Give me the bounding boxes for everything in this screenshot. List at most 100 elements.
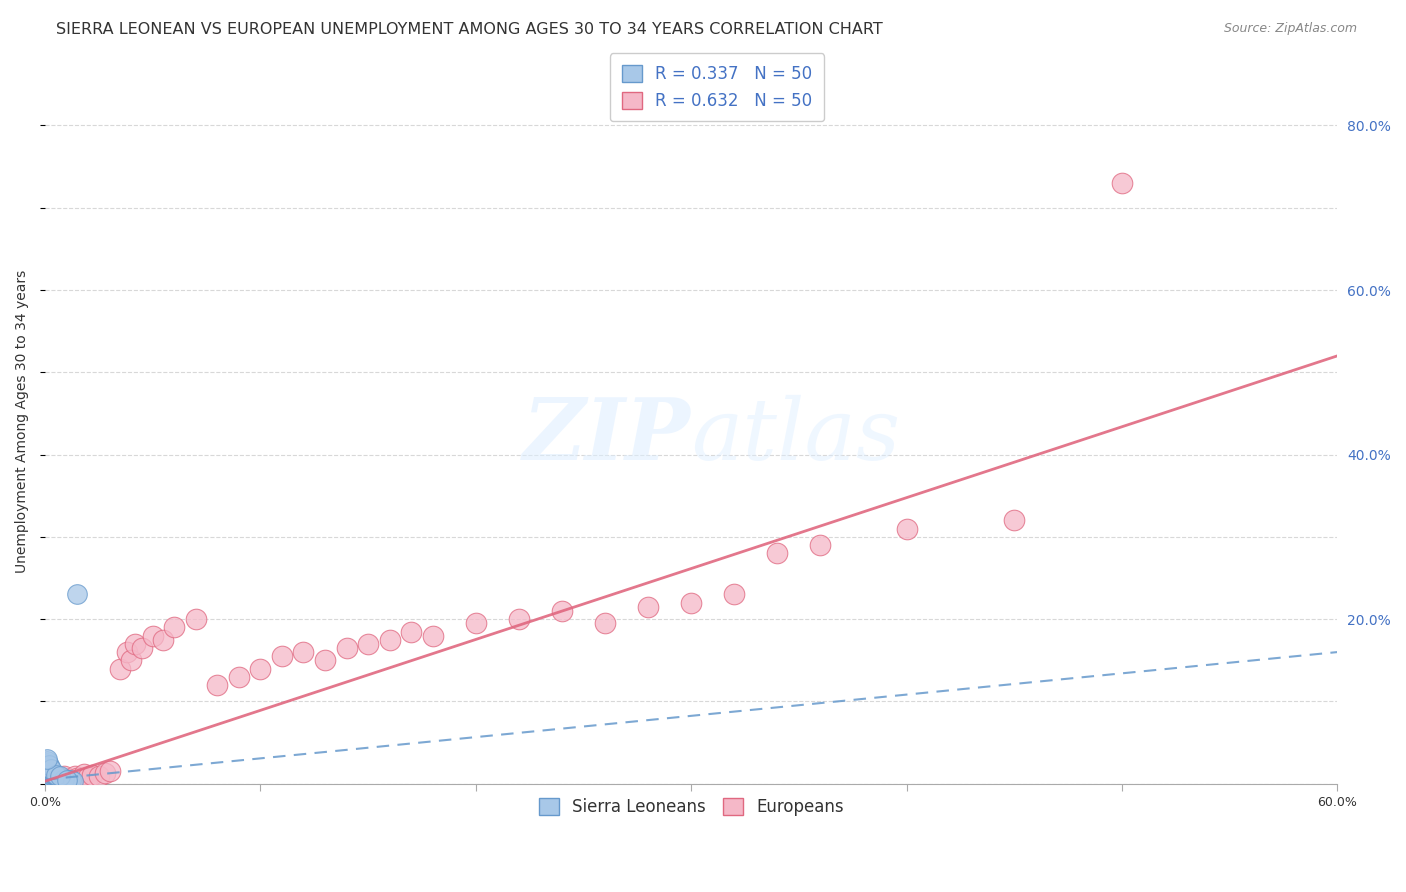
- Point: [115, 645, 138, 659]
- Point: [37, 764, 59, 779]
- Text: Source: ZipAtlas.com: Source: ZipAtlas.com: [1223, 22, 1357, 36]
- Point: [637, 599, 659, 614]
- Point: [37, 760, 59, 774]
- Point: [131, 640, 153, 655]
- Point: [37, 762, 59, 776]
- Point: [38, 773, 60, 788]
- Point: [49, 769, 72, 783]
- Text: atlas: atlas: [692, 395, 900, 477]
- Point: [42, 767, 65, 781]
- Point: [120, 653, 142, 667]
- Point: [94, 766, 117, 780]
- Point: [42, 766, 65, 780]
- Point: [41, 774, 63, 789]
- Point: [51, 771, 73, 785]
- Point: [271, 649, 294, 664]
- Point: [723, 587, 745, 601]
- Point: [37, 752, 59, 766]
- Point: [399, 624, 422, 639]
- Point: [41, 765, 63, 780]
- Point: [228, 670, 250, 684]
- Point: [41, 769, 63, 783]
- Point: [53, 769, 76, 783]
- Point: [51, 772, 73, 787]
- Point: [37, 758, 59, 772]
- Point: [314, 653, 336, 667]
- Point: [98, 764, 121, 779]
- Point: [46, 770, 69, 784]
- Point: [766, 546, 789, 560]
- Point: [46, 773, 69, 788]
- Point: [896, 522, 918, 536]
- Point: [66, 587, 89, 601]
- Text: SIERRA LEONEAN VS EUROPEAN UNEMPLOYMENT AMONG AGES 30 TO 34 YEARS CORRELATION CH: SIERRA LEONEAN VS EUROPEAN UNEMPLOYMENT …: [56, 22, 883, 37]
- Point: [41, 767, 63, 781]
- Point: [41, 774, 63, 789]
- Point: [810, 538, 832, 552]
- Point: [49, 772, 72, 787]
- Point: [249, 661, 271, 675]
- Point: [66, 771, 89, 785]
- Point: [38, 764, 60, 778]
- Point: [46, 772, 69, 786]
- Point: [38, 766, 60, 780]
- Point: [41, 762, 63, 776]
- Point: [45, 772, 67, 787]
- Point: [357, 637, 380, 651]
- Point: [55, 773, 77, 788]
- Point: [38, 773, 60, 788]
- Point: [38, 759, 60, 773]
- Point: [59, 773, 82, 788]
- Point: [58, 774, 80, 789]
- Text: ZIP: ZIP: [523, 394, 692, 478]
- Point: [124, 637, 146, 651]
- Point: [41, 764, 63, 778]
- Point: [551, 604, 574, 618]
- Point: [37, 770, 59, 784]
- Point: [37, 754, 59, 768]
- Point: [73, 767, 96, 781]
- Point: [184, 612, 207, 626]
- Point: [42, 772, 65, 787]
- Point: [335, 640, 357, 655]
- Point: [152, 632, 174, 647]
- Point: [82, 767, 104, 781]
- Point: [292, 645, 315, 659]
- Point: [110, 661, 132, 675]
- Point: [41, 771, 63, 785]
- Point: [51, 773, 73, 788]
- Point: [38, 761, 60, 775]
- Y-axis label: Unemployment Among Ages 30 to 34 years: Unemployment Among Ages 30 to 34 years: [15, 270, 30, 574]
- Point: [681, 596, 703, 610]
- Point: [45, 771, 67, 785]
- Point: [42, 772, 65, 786]
- Point: [59, 772, 82, 787]
- Point: [508, 612, 530, 626]
- Point: [207, 678, 229, 692]
- Legend: Sierra Leoneans, Europeans: Sierra Leoneans, Europeans: [529, 788, 853, 826]
- Point: [1002, 513, 1025, 527]
- Point: [45, 769, 67, 783]
- Point: [55, 772, 77, 787]
- Point: [45, 767, 67, 781]
- Point: [49, 771, 72, 785]
- Point: [422, 629, 444, 643]
- Point: [464, 616, 486, 631]
- Point: [77, 770, 100, 784]
- Point: [62, 774, 84, 789]
- Point: [87, 768, 110, 782]
- Point: [45, 772, 67, 786]
- Point: [63, 768, 86, 782]
- Point: [163, 620, 186, 634]
- Point: [55, 772, 77, 786]
- Point: [42, 770, 65, 784]
- Point: [49, 773, 72, 788]
- Point: [37, 767, 59, 781]
- Point: [38, 757, 60, 772]
- Point: [593, 616, 616, 631]
- Point: [42, 774, 65, 789]
- Point: [378, 632, 401, 647]
- Point: [37, 756, 59, 771]
- Point: [38, 772, 60, 786]
- Point: [38, 768, 60, 782]
